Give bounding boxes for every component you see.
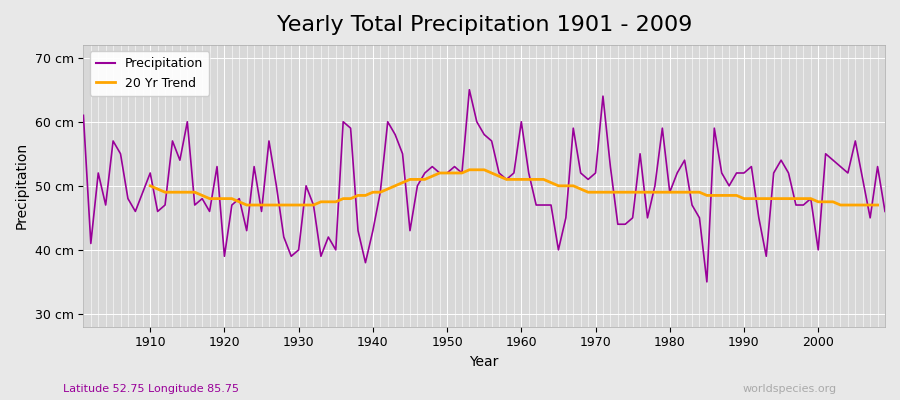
Y-axis label: Precipitation: Precipitation [15,142,29,229]
Legend: Precipitation, 20 Yr Trend: Precipitation, 20 Yr Trend [90,51,209,96]
Text: worldspecies.org: worldspecies.org [742,384,837,394]
X-axis label: Year: Year [470,355,499,369]
Title: Yearly Total Precipitation 1901 - 2009: Yearly Total Precipitation 1901 - 2009 [276,15,692,35]
Text: Latitude 52.75 Longitude 85.75: Latitude 52.75 Longitude 85.75 [63,384,239,394]
